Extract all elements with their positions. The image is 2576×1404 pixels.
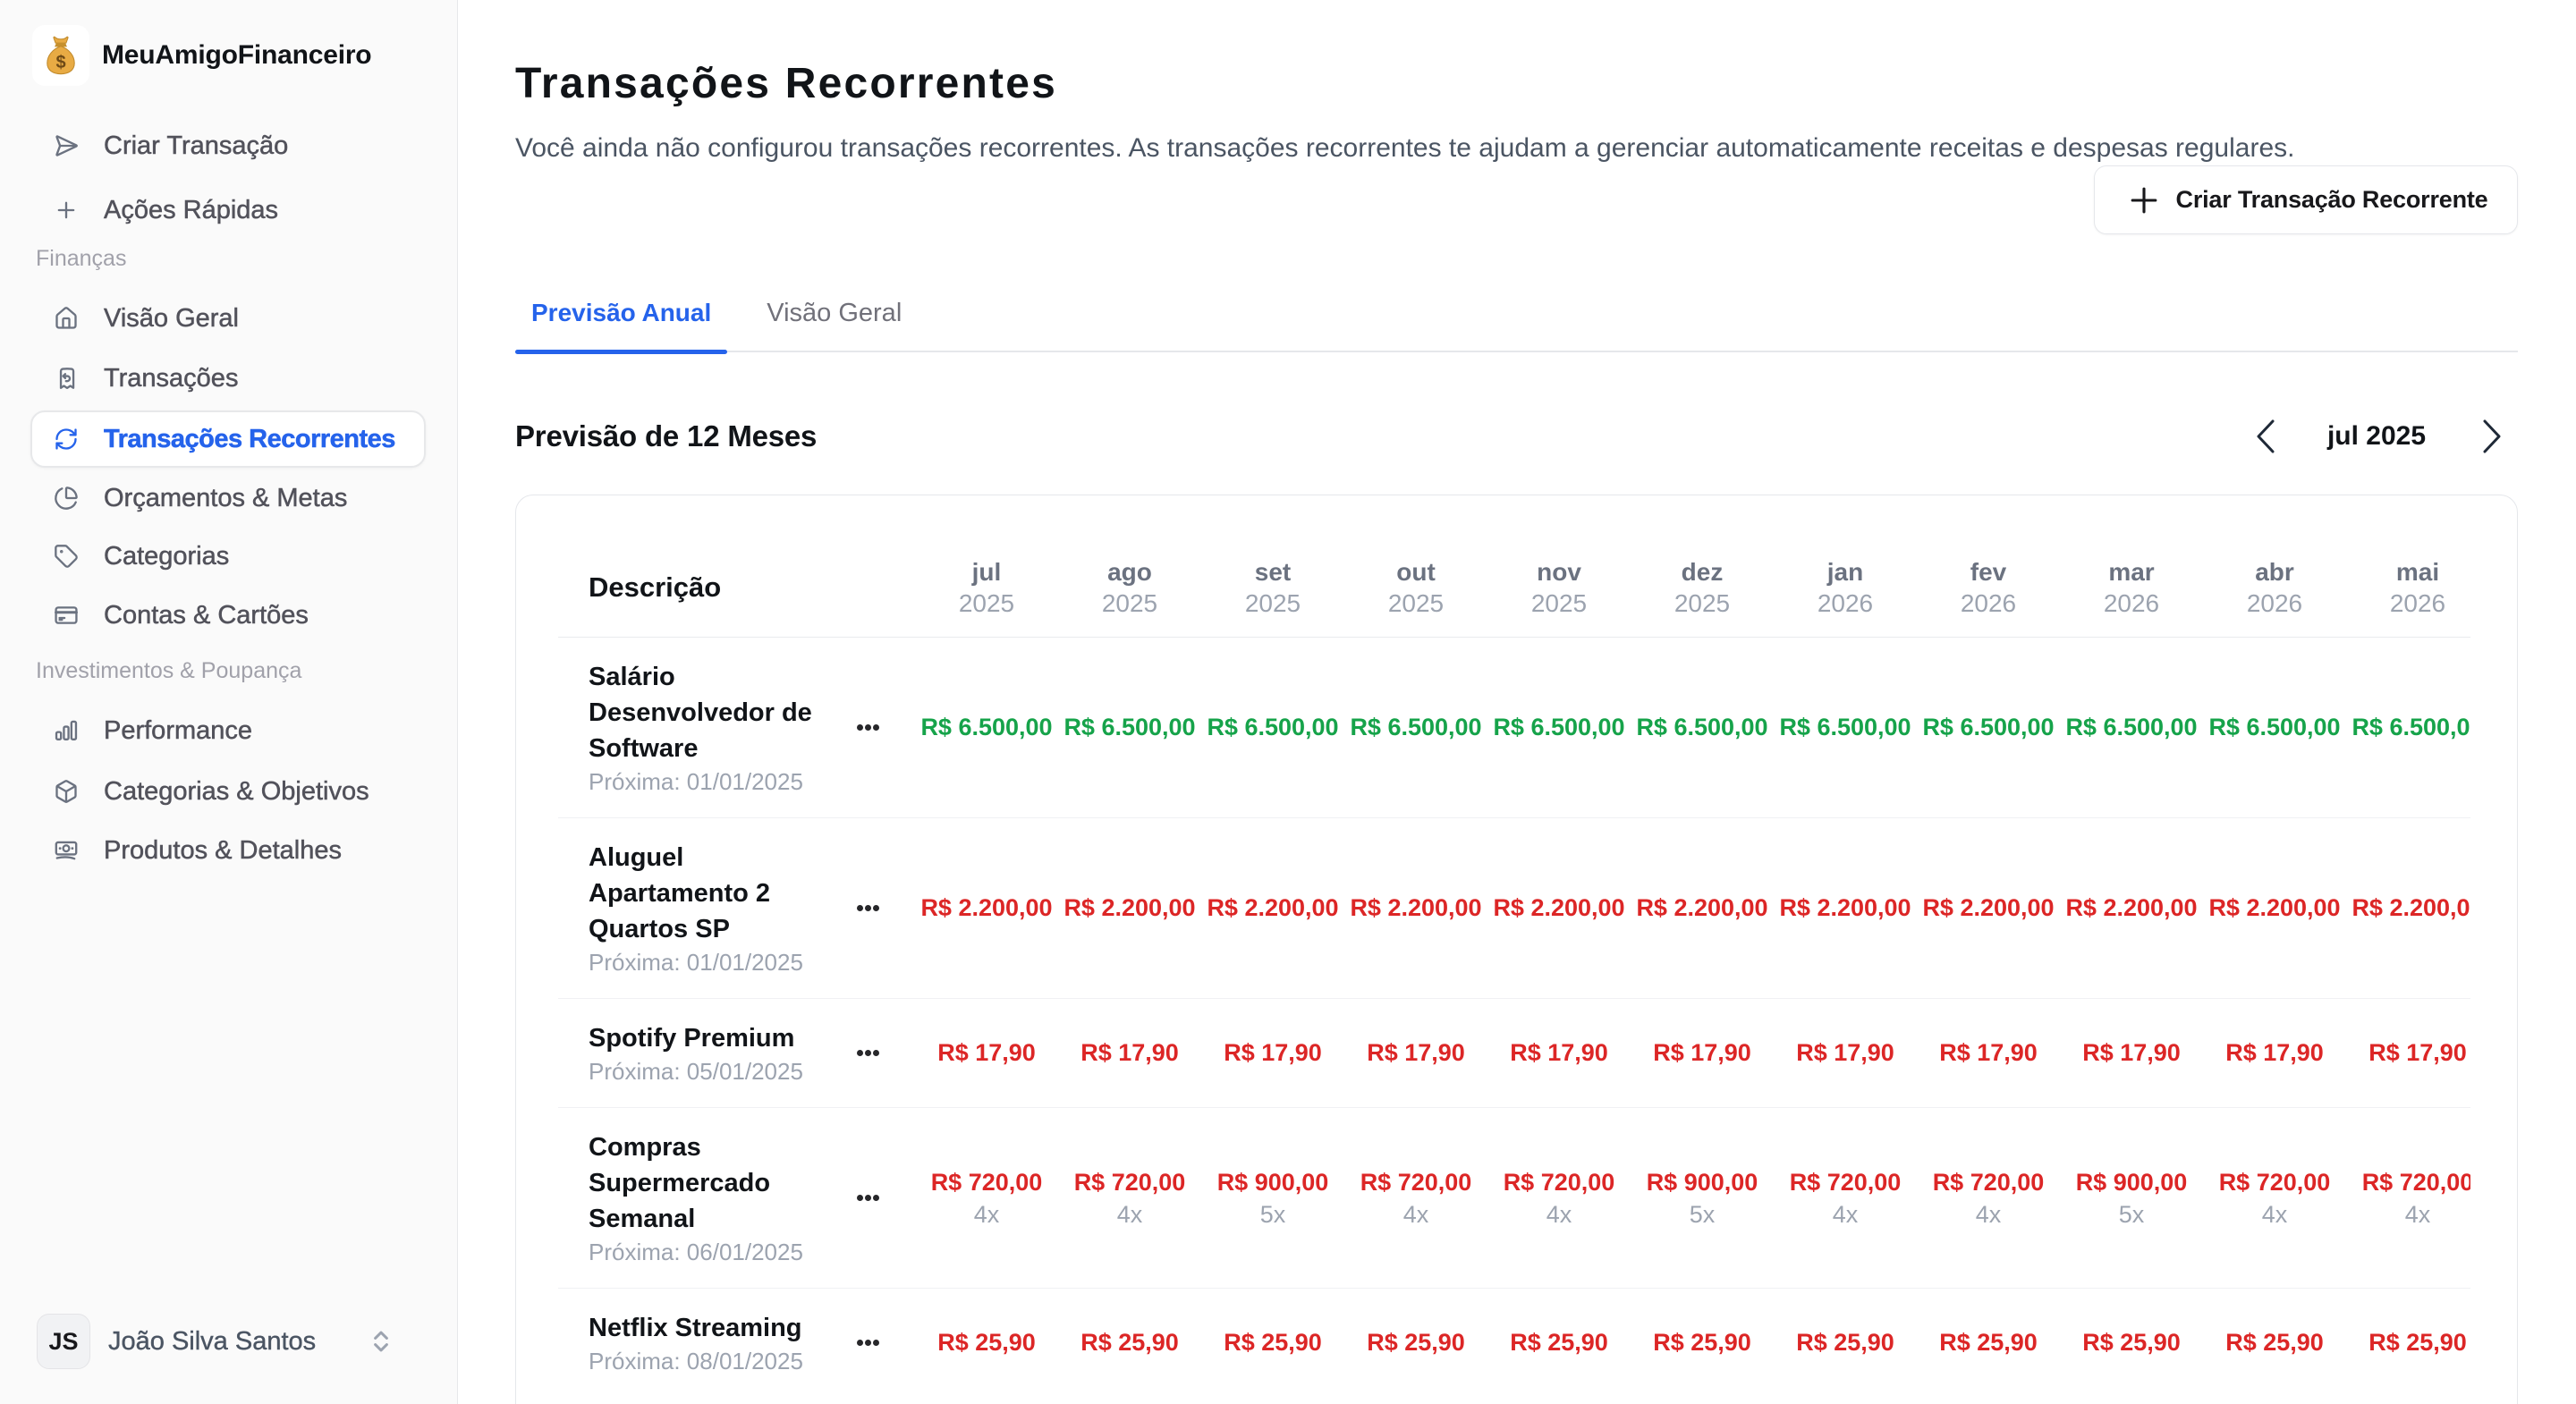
svg-text:$: $ [55, 53, 65, 72]
